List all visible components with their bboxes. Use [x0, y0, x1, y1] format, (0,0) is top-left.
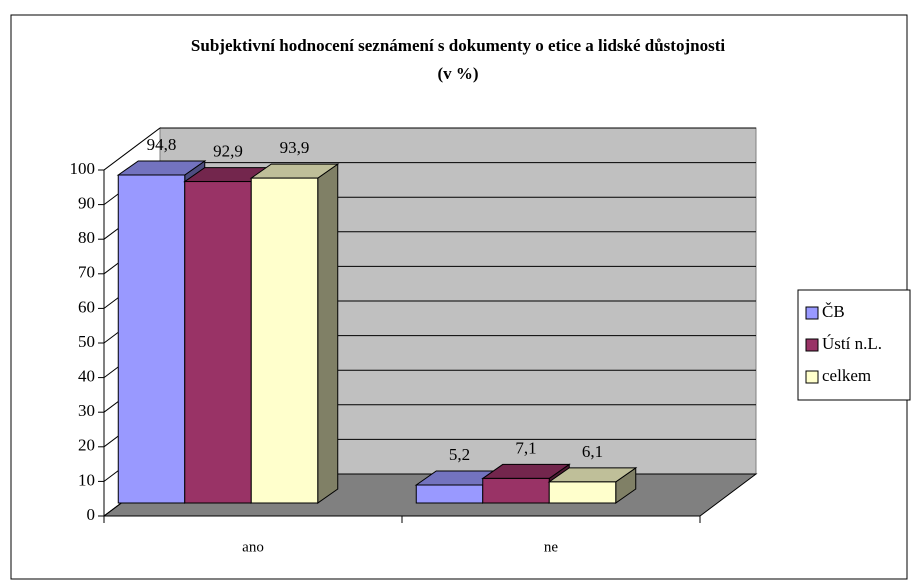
legend-swatch: [805, 370, 819, 384]
chart-title: Subjektivní hodnocení seznámení s dokume…: [191, 36, 725, 55]
bar: [482, 477, 550, 504]
chart-subtitle: (v %): [437, 64, 478, 83]
legend-swatch: [805, 338, 819, 352]
y-tick-label: 60: [78, 297, 95, 316]
y-tick-label: 70: [78, 263, 95, 282]
y-tick-label: 40: [78, 367, 95, 386]
bar-side: [317, 163, 339, 504]
data-label: 94,8: [147, 135, 177, 154]
y-tick-label: 90: [78, 194, 95, 213]
legend-label: ČB: [822, 302, 845, 321]
legend-label: celkem: [822, 366, 871, 385]
data-label: 7,1: [515, 438, 536, 457]
y-tick-label: 20: [78, 436, 95, 455]
y-tick-label: 30: [78, 401, 95, 420]
x-tick-label: ne: [544, 539, 559, 555]
data-label: 92,9: [213, 141, 243, 160]
side-grid-line: [103, 127, 161, 171]
y-tick-label: 50: [78, 332, 95, 351]
data-label: 6,1: [582, 442, 603, 461]
x-tick-label: ano: [242, 539, 264, 555]
bar: [117, 174, 186, 504]
y-tick-label: 0: [87, 505, 96, 524]
bar: [415, 484, 484, 504]
y-tick-label: 10: [78, 470, 95, 489]
bar: [548, 481, 617, 504]
bar: [250, 177, 319, 504]
legend-label: Ústí n.L.: [822, 334, 882, 353]
data-label: 93,9: [280, 138, 310, 157]
bar: [184, 181, 252, 504]
legend-swatch: [805, 306, 819, 320]
data-label: 5,2: [449, 445, 470, 464]
y-tick-label: 80: [78, 228, 95, 247]
y-tick-label: 100: [70, 159, 96, 178]
